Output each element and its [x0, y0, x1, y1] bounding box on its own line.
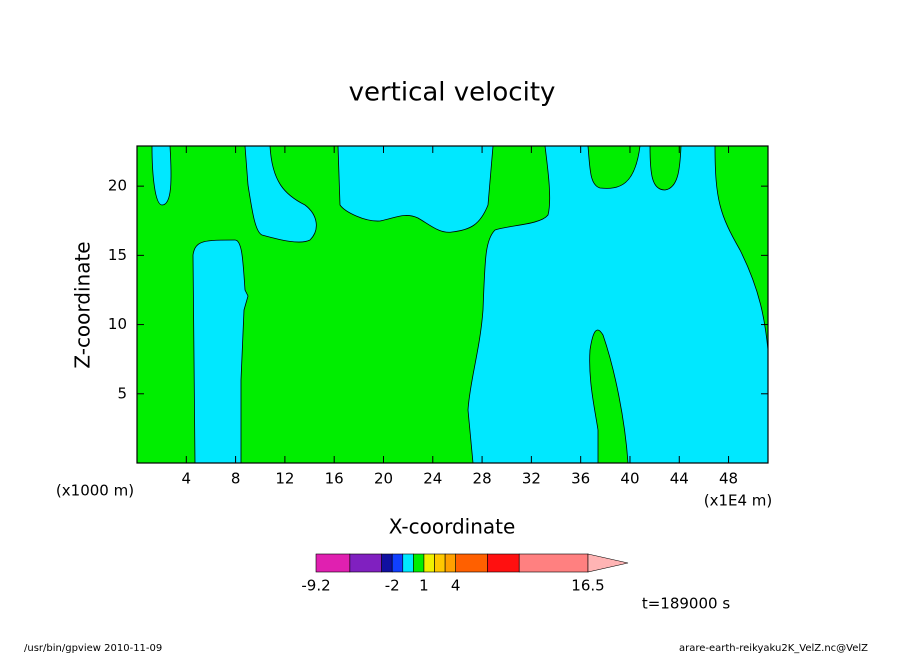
y-tick-label: 20 — [108, 177, 127, 195]
chart-title: vertical velocity — [349, 78, 556, 108]
y-tick-label: 15 — [108, 246, 127, 264]
colorbar-tick-label: -9.2 — [301, 577, 330, 595]
colorbar-segment — [413, 553, 425, 573]
y-tick-label: 10 — [108, 315, 127, 333]
footer-left: /usr/bin/gpview 2010-11-09 — [24, 643, 162, 654]
contour-region-negative — [151, 145, 172, 206]
colorbar-segment — [487, 553, 520, 573]
y-tick-label: 5 — [117, 384, 127, 402]
x-tick-label: 36 — [571, 470, 590, 488]
colorbar-segment — [455, 553, 488, 573]
x-unit: (x1E4 m) — [704, 492, 773, 510]
x-tick-label: 44 — [670, 470, 689, 488]
x-tick-label: 8 — [231, 470, 241, 488]
colorbar-segment — [391, 553, 404, 573]
colorbar-tick-label: 4 — [451, 577, 461, 595]
x-tick-label: 20 — [374, 470, 393, 488]
contour-region-negative — [244, 145, 317, 243]
x-tick-label: 12 — [275, 470, 294, 488]
contour-region-negative — [337, 145, 494, 233]
contour-region-negative — [192, 239, 249, 464]
x-tick-label: 4 — [182, 470, 192, 488]
y-axis-title: Z-coordinate — [71, 241, 95, 368]
colorbar-segment — [381, 553, 393, 573]
footer-right: arare-earth-reikyaku2K_VelZ.nc@VelZ — [679, 643, 868, 654]
x-tick-label: 24 — [423, 470, 442, 488]
colorbar-segment — [402, 553, 414, 573]
colorbar-tick-label: -2 — [385, 577, 400, 595]
x-tick-label: 28 — [473, 470, 492, 488]
colorbar-segment — [444, 553, 457, 573]
colorbar-segment — [349, 553, 382, 573]
colorbar-extension — [587, 553, 629, 573]
x-axis-title: X-coordinate — [389, 515, 516, 539]
colorbar-segment — [518, 553, 589, 573]
colorbar-tick-label: 1 — [419, 577, 429, 595]
plot-frame — [136, 145, 769, 464]
time-annotation: t=189000 s — [642, 595, 730, 613]
colorbar-tick-label: 16.5 — [571, 577, 604, 595]
x-tick-label: 16 — [325, 470, 344, 488]
colorbar-segment — [423, 553, 435, 573]
x-tick-label: 32 — [522, 470, 541, 488]
x-tick-label: 40 — [620, 470, 639, 488]
contour-region-negative — [467, 145, 769, 464]
contour-field — [137, 145, 769, 464]
x-tick-label: 48 — [719, 470, 738, 488]
colorbar-segment — [434, 553, 446, 573]
y-unit: (x1000 m) — [56, 482, 134, 500]
colorbar-segment — [315, 553, 351, 573]
